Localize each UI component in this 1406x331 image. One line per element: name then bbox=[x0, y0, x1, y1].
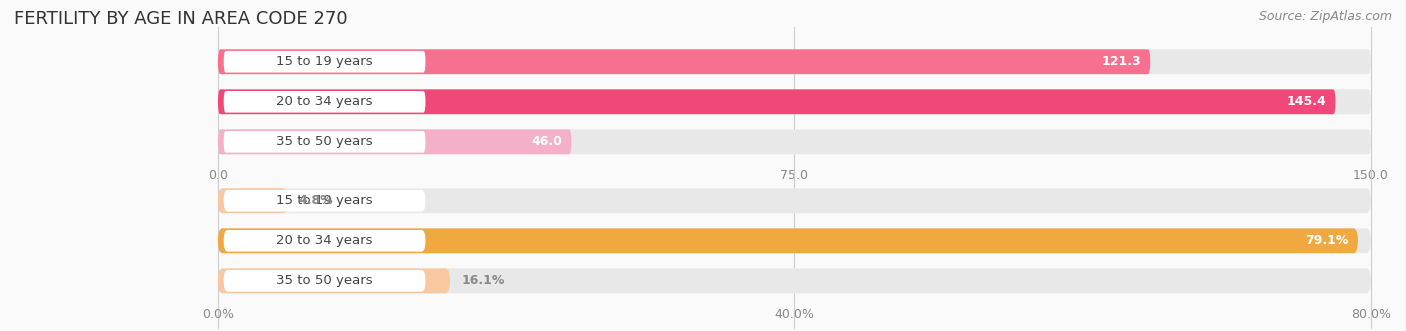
FancyBboxPatch shape bbox=[218, 49, 1150, 74]
Text: 16.1%: 16.1% bbox=[461, 274, 505, 287]
FancyBboxPatch shape bbox=[218, 228, 1358, 253]
FancyBboxPatch shape bbox=[224, 91, 426, 113]
Text: 15 to 19 years: 15 to 19 years bbox=[276, 194, 373, 207]
FancyBboxPatch shape bbox=[218, 129, 1371, 154]
Text: 15 to 19 years: 15 to 19 years bbox=[276, 55, 373, 68]
Text: 121.3: 121.3 bbox=[1101, 55, 1142, 68]
FancyBboxPatch shape bbox=[224, 270, 426, 292]
FancyBboxPatch shape bbox=[224, 131, 426, 153]
Text: 20 to 34 years: 20 to 34 years bbox=[277, 234, 373, 247]
Text: Source: ZipAtlas.com: Source: ZipAtlas.com bbox=[1258, 10, 1392, 23]
FancyBboxPatch shape bbox=[218, 268, 450, 293]
FancyBboxPatch shape bbox=[224, 51, 426, 72]
FancyBboxPatch shape bbox=[218, 188, 287, 213]
Text: FERTILITY BY AGE IN AREA CODE 270: FERTILITY BY AGE IN AREA CODE 270 bbox=[14, 10, 347, 28]
FancyBboxPatch shape bbox=[224, 190, 426, 212]
FancyBboxPatch shape bbox=[218, 49, 1371, 74]
Text: 4.8%: 4.8% bbox=[298, 194, 333, 207]
Text: 79.1%: 79.1% bbox=[1305, 234, 1348, 247]
FancyBboxPatch shape bbox=[218, 89, 1336, 114]
FancyBboxPatch shape bbox=[218, 89, 1371, 114]
FancyBboxPatch shape bbox=[218, 129, 571, 154]
Text: 35 to 50 years: 35 to 50 years bbox=[276, 135, 373, 148]
FancyBboxPatch shape bbox=[218, 268, 1371, 293]
Text: 46.0: 46.0 bbox=[531, 135, 562, 148]
FancyBboxPatch shape bbox=[218, 228, 1371, 253]
Text: 145.4: 145.4 bbox=[1286, 95, 1326, 108]
FancyBboxPatch shape bbox=[218, 188, 1371, 213]
FancyBboxPatch shape bbox=[224, 230, 426, 252]
Text: 35 to 50 years: 35 to 50 years bbox=[276, 274, 373, 287]
Text: 20 to 34 years: 20 to 34 years bbox=[277, 95, 373, 108]
